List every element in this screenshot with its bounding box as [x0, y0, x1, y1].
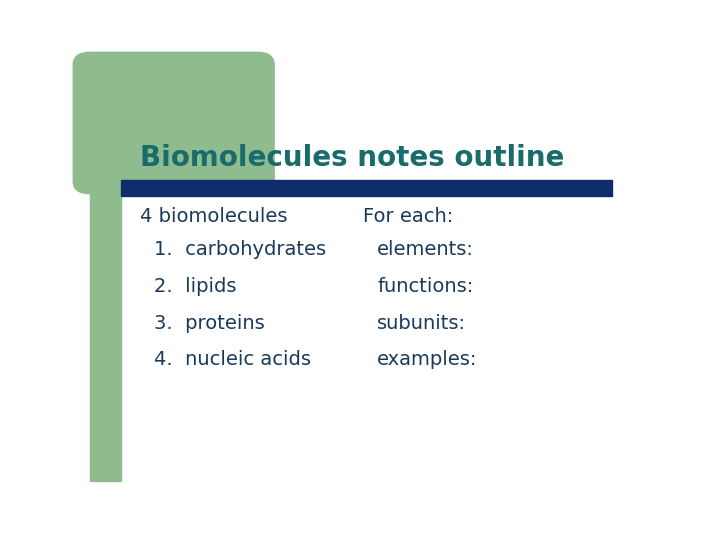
FancyBboxPatch shape — [73, 52, 274, 194]
Text: functions:: functions: — [377, 277, 474, 296]
Text: 4 biomolecules: 4 biomolecules — [140, 207, 288, 226]
Text: examples:: examples: — [377, 350, 478, 369]
Text: For each:: For each: — [364, 207, 454, 226]
Text: 4.  nucleic acids: 4. nucleic acids — [154, 350, 311, 369]
Text: 3.  proteins: 3. proteins — [154, 314, 265, 333]
Text: elements:: elements: — [377, 240, 474, 259]
Text: Biomolecules notes outline: Biomolecules notes outline — [140, 144, 564, 172]
Bar — [121, 180, 612, 196]
Bar — [90, 65, 121, 481]
Text: subunits:: subunits: — [377, 314, 467, 333]
Text: 2.  lipids: 2. lipids — [154, 277, 237, 296]
Text: 1.  carbohydrates: 1. carbohydrates — [154, 240, 326, 259]
